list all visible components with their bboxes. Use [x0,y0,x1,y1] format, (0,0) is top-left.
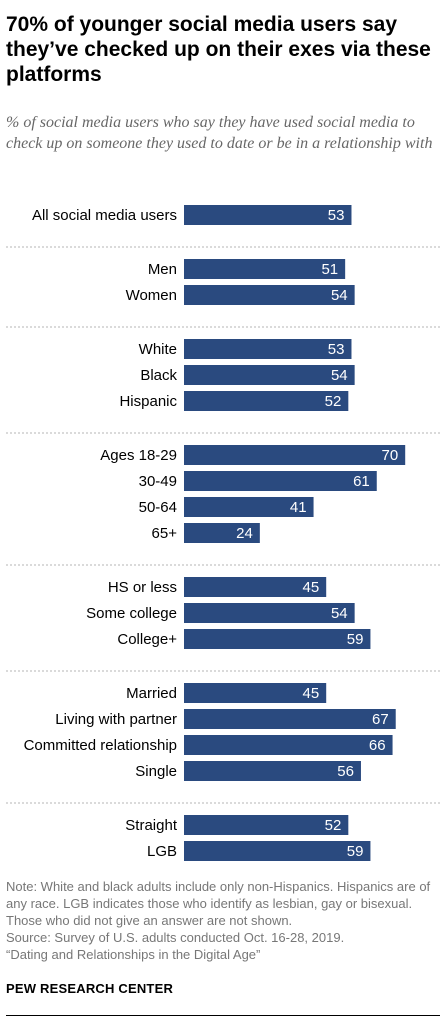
bar-value-label: 54 [331,605,348,622]
bar [184,841,371,861]
bar-value-label: 53 [328,207,345,224]
bar-value-label: 70 [382,447,399,464]
chart-title: 70% of younger social media users say th… [6,13,431,86]
bar-value-label: 41 [290,499,307,516]
category-label: Committed relationship [24,737,177,754]
bar [184,603,355,623]
bar [184,683,327,703]
bar [184,709,396,729]
category-label: White [139,341,177,358]
category-label: College+ [117,631,177,648]
bar [184,365,355,385]
category-label: Black [140,367,177,384]
bar [184,391,349,411]
category-label: 65+ [152,525,178,542]
bar [184,205,352,225]
bottom-rule [6,1015,440,1016]
bar-value-label: 61 [353,473,370,490]
chart-notes: Note: White and black adults include onl… [6,878,442,963]
bar-value-label: 52 [325,817,342,834]
bar-value-label: 59 [347,843,364,860]
bar [184,339,352,359]
bar-value-label: 45 [303,685,320,702]
source-text: Source: Survey of U.S. adults conducted … [6,930,345,945]
category-label: Living with partner [55,711,177,728]
bar [184,761,361,781]
report-title: “Dating and Relationships in the Digital… [6,947,261,962]
bar-value-label: 52 [325,393,342,410]
category-label: HS or less [108,579,177,596]
chart-subtitle: % of social media users who say they hav… [6,114,433,152]
category-label: Men [148,261,177,278]
note-text: Note: White and black adults include onl… [6,879,431,928]
category-label: All social media users [32,207,177,224]
category-label: LGB [147,843,177,860]
bar-value-label: 67 [372,711,389,728]
bar-value-label: 59 [347,631,364,648]
bar [184,259,346,279]
bar-value-label: 51 [321,261,338,278]
bar-chart: All social media users 53 Men 51 Women 54 Whit… [6,205,440,861]
bar [184,471,377,491]
bar [184,629,371,649]
category-label: Hispanic [119,393,177,410]
category-label: Ages 18-29 [100,447,177,464]
category-label: Straight [125,817,178,834]
bar [184,523,260,543]
bar-value-label: 45 [303,579,320,596]
bar [184,445,406,465]
category-label: 50-64 [139,499,177,516]
bar [184,285,355,305]
bar-value-label: 53 [328,341,345,358]
pew-research-logo: PEW RESEARCH CENTER [6,981,174,996]
category-label: Some college [86,605,177,622]
category-label: 30-49 [139,473,177,490]
category-label: Single [135,763,177,780]
category-label: Women [126,287,177,304]
category-label: Married [126,685,177,702]
bar-value-label: 54 [331,287,348,304]
bar-value-label: 66 [369,737,386,754]
bar [184,735,393,755]
bar-value-label: 24 [236,525,253,542]
bar [184,497,314,517]
bar [184,815,349,835]
bar-value-label: 54 [331,367,348,384]
bar [184,577,327,597]
bar-value-label: 56 [337,763,354,780]
